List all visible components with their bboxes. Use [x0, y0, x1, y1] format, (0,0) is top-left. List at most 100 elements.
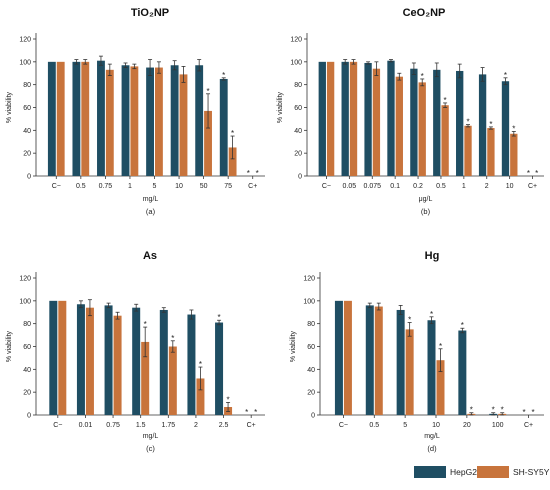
y-tick-label: 100: [290, 59, 302, 66]
bar-shsy5y: [141, 341, 150, 415]
bar-shsy5y: [196, 378, 205, 415]
y-tick-label: 100: [19, 298, 31, 305]
y-tick-label: 40: [23, 367, 31, 374]
bar-hepg2: [121, 65, 130, 176]
bar-shsy5y: [418, 82, 426, 176]
bar-shsy5y: [441, 105, 449, 176]
chart-title: As: [143, 250, 157, 262]
bar-shsy5y: [510, 133, 518, 176]
x-tick-label: 0.5: [369, 422, 379, 429]
bar-shsy5y: [113, 315, 122, 415]
x-tick-label: 0.01: [79, 422, 93, 429]
bar-shsy5y: [155, 67, 163, 176]
x-tick-label: 1: [128, 183, 132, 190]
significance-star: *: [256, 169, 259, 178]
bar-shsy5y: [405, 329, 414, 415]
bar-hepg2: [334, 300, 343, 415]
significance-star: *: [171, 334, 174, 343]
x-tick-label: 2: [485, 183, 489, 190]
y-tick-label: 80: [23, 321, 31, 328]
x-tick-label: 0.75: [106, 422, 120, 429]
significance-star: *: [492, 406, 495, 415]
legend-label-hepg2: HepG2: [450, 467, 477, 477]
x-tick-label: 2: [194, 422, 198, 429]
y-tick-label: 0: [27, 413, 31, 420]
bar-shsy5y: [374, 306, 383, 415]
bar-hepg2: [365, 305, 374, 415]
x-tick-label: C+: [247, 422, 256, 429]
x-tick-label: C+: [248, 183, 257, 190]
significance-star: *: [231, 129, 234, 138]
legend-label-shsy5y: SH-SY5Y: [513, 467, 550, 477]
bar-hepg2: [410, 68, 418, 176]
x-tick-label: C−: [53, 422, 62, 429]
significance-star: *: [444, 96, 447, 105]
y-tick-label: 80: [307, 321, 315, 328]
bar-hepg2: [146, 67, 154, 176]
x-tick-label: 0.2: [413, 183, 423, 190]
y-tick-label: 100: [19, 59, 31, 66]
bar-shsy5y: [228, 147, 237, 176]
x-tick-label: 1.75: [162, 422, 176, 429]
y-tick-label: 20: [294, 151, 302, 158]
y-tick-label: 40: [307, 367, 315, 374]
y-tick-label: 0: [298, 174, 302, 181]
bar-hepg2: [396, 309, 405, 415]
y-tick-label: 20: [23, 151, 31, 158]
y-tick-label: 120: [303, 276, 315, 283]
y-tick-label: 120: [19, 37, 31, 44]
bar-shsy5y: [326, 61, 335, 177]
x-tick-label: 0.5: [76, 183, 86, 190]
bar-shsy5y: [487, 128, 495, 176]
bar-shsy5y: [464, 125, 472, 176]
bar-shsy5y: [168, 346, 177, 415]
x-tick-label: 100: [492, 422, 504, 429]
significance-star: *: [199, 360, 202, 369]
significance-star: *: [408, 316, 411, 325]
x-tick-label: C−: [322, 183, 331, 190]
significance-star: *: [535, 169, 538, 178]
bar-hepg2: [104, 305, 113, 415]
bar-hepg2: [76, 304, 85, 415]
y-tick-label: 120: [19, 276, 31, 283]
y-tick-label: 0: [27, 174, 31, 181]
bar-hepg2: [433, 69, 441, 176]
significance-star: *: [504, 71, 507, 80]
significance-star: *: [247, 169, 250, 178]
significance-star: *: [532, 408, 535, 417]
significance-star: *: [512, 124, 515, 133]
y-axis-label: % viability: [290, 330, 297, 362]
x-tick-label: 10: [175, 183, 183, 190]
panel-caption: (d): [427, 444, 437, 453]
y-tick-label: 60: [307, 344, 315, 351]
chart-title: TiO₂NP: [131, 7, 169, 19]
significance-star: *: [466, 118, 469, 127]
bar-shsy5y: [56, 61, 65, 177]
x-tick-label: 50: [200, 183, 208, 190]
y-tick-label: 40: [23, 128, 31, 135]
legend-swatch-shsy5y: [477, 466, 509, 478]
y-axis-label: % viability: [277, 91, 284, 123]
y-tick-label: 120: [290, 37, 302, 44]
bar-shsy5y: [58, 300, 67, 415]
bar-hepg2: [47, 61, 56, 177]
x-tick-label: 10: [506, 183, 514, 190]
x-tick-label: C+: [524, 422, 533, 429]
y-tick-label: 80: [23, 82, 31, 89]
bar-hepg2: [387, 60, 395, 176]
x-tick-label: 20: [463, 422, 471, 429]
x-tick-label: 0.1: [390, 183, 400, 190]
panel-caption: (c): [146, 444, 155, 453]
x-axis-label: mg/L: [143, 433, 159, 440]
x-axis-label: mg/L: [424, 433, 440, 440]
significance-star: *: [527, 169, 530, 178]
legend: HepG2 SH-SY5Y: [414, 466, 550, 478]
significance-star: *: [461, 321, 464, 330]
bar-hepg2: [195, 65, 204, 176]
bar-shsy5y: [349, 61, 358, 177]
y-tick-label: 60: [23, 344, 31, 351]
y-tick-label: 80: [294, 82, 302, 89]
bar-shsy5y: [204, 110, 212, 176]
bar-hepg2: [318, 61, 326, 177]
